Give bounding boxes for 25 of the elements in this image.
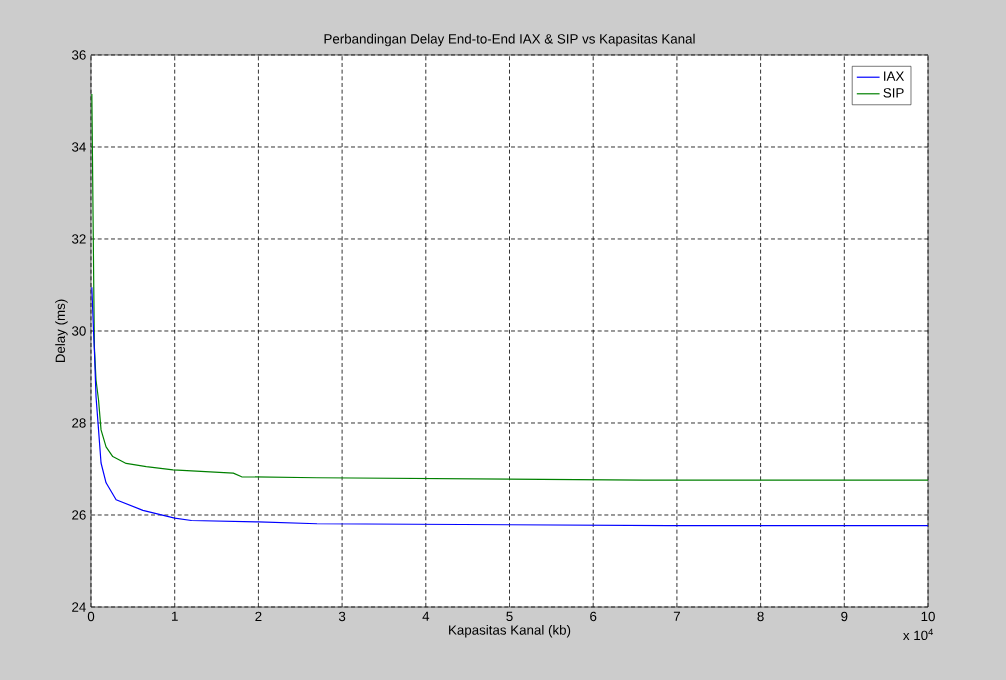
- x-tick-label: 4: [422, 611, 430, 621]
- y-tick-label: 28: [72, 418, 86, 428]
- legend-label: IAX: [884, 71, 905, 81]
- x-tick-label: 7: [673, 611, 680, 621]
- y-tick-label: 32: [71, 234, 86, 244]
- x-tick-label: 8: [757, 611, 764, 622]
- y-tick-label: 36: [71, 50, 86, 60]
- line-series: [91, 286, 928, 527]
- text: x 10$^{4}$: [903, 628, 934, 641]
- x-tick-label: 6: [590, 611, 597, 622]
- x-axis-title: Kapasitas Kanal (kb): [449, 624, 571, 638]
- x-tick-label: 2: [255, 611, 262, 621]
- legend-label: SIP: [883, 88, 904, 98]
- x-tick-label: 10: [921, 611, 935, 622]
- y-tick-label: 34: [71, 142, 86, 152]
- x-tick-label: 1: [172, 611, 178, 621]
- x-tick-label: 0: [87, 611, 95, 622]
- y-tick-label: 24: [72, 602, 86, 612]
- chart-title: Perbandingan Delay End-to-End IAX & SIP vs Kapasitas Kanal: [324, 33, 695, 47]
- x-tick-label: 3: [338, 611, 346, 622]
- x-tick-label: 5: [506, 611, 513, 621]
- y-tick-label: 30: [71, 326, 86, 336]
- y-axis-title: Delay (ms): [55, 299, 68, 363]
- y-tick-label: 26: [72, 510, 86, 520]
- x-tick-label: 9: [841, 611, 848, 622]
